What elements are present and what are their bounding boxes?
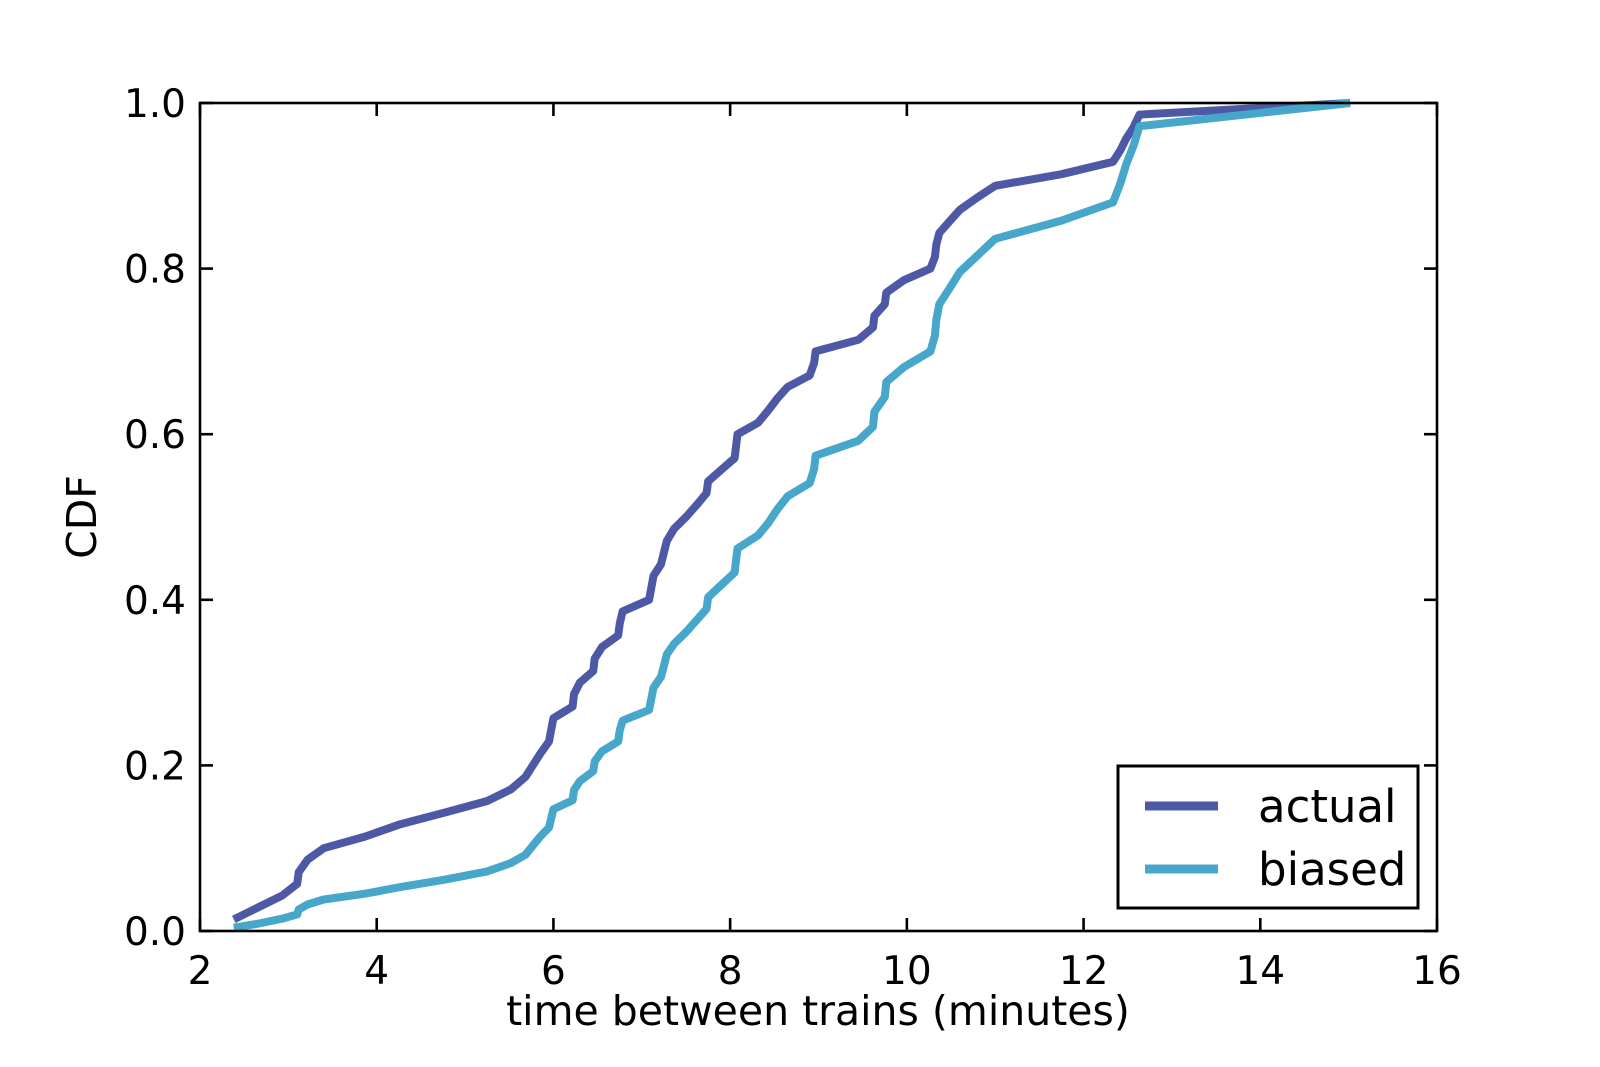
y-tick-label: 0.4 [124,579,186,624]
plot-frame [198,101,1439,933]
y-tick-label: 1.0 [124,82,186,127]
x-axis-label: time between trains (minutes) [506,987,1130,1035]
x-tick-label: 4 [364,949,389,994]
cdf-line-biased [233,99,1351,932]
cdf-curves [232,99,1351,932]
legend-box [1116,764,1420,910]
y-axis-label: CDF [58,475,106,559]
legend: actual biased [1116,764,1420,910]
x-tick-label: 16 [1412,949,1462,994]
x-tick-label: 6 [541,949,566,994]
x-tick-label: 12 [1059,949,1109,994]
y-tick-label: 0.0 [124,910,186,955]
legend-label-biased: biased [1258,843,1406,896]
x-tick-label: 10 [882,949,932,994]
y-tick-label: 0.8 [124,248,186,293]
legend-label-actual: actual [1258,780,1397,833]
x-tick-label: 8 [718,949,743,994]
y-tick-label: 0.6 [124,413,186,458]
x-tick-label: 2 [188,949,213,994]
cdf-line-actual [232,99,1351,923]
y-tick-label: 0.2 [124,744,186,789]
x-tick-label: 14 [1235,949,1285,994]
axis-tick-labels: 2 4 6 8 10 12 14 16 0.0 0.2 0.4 0.6 0.8 1.0 [124,82,1462,994]
